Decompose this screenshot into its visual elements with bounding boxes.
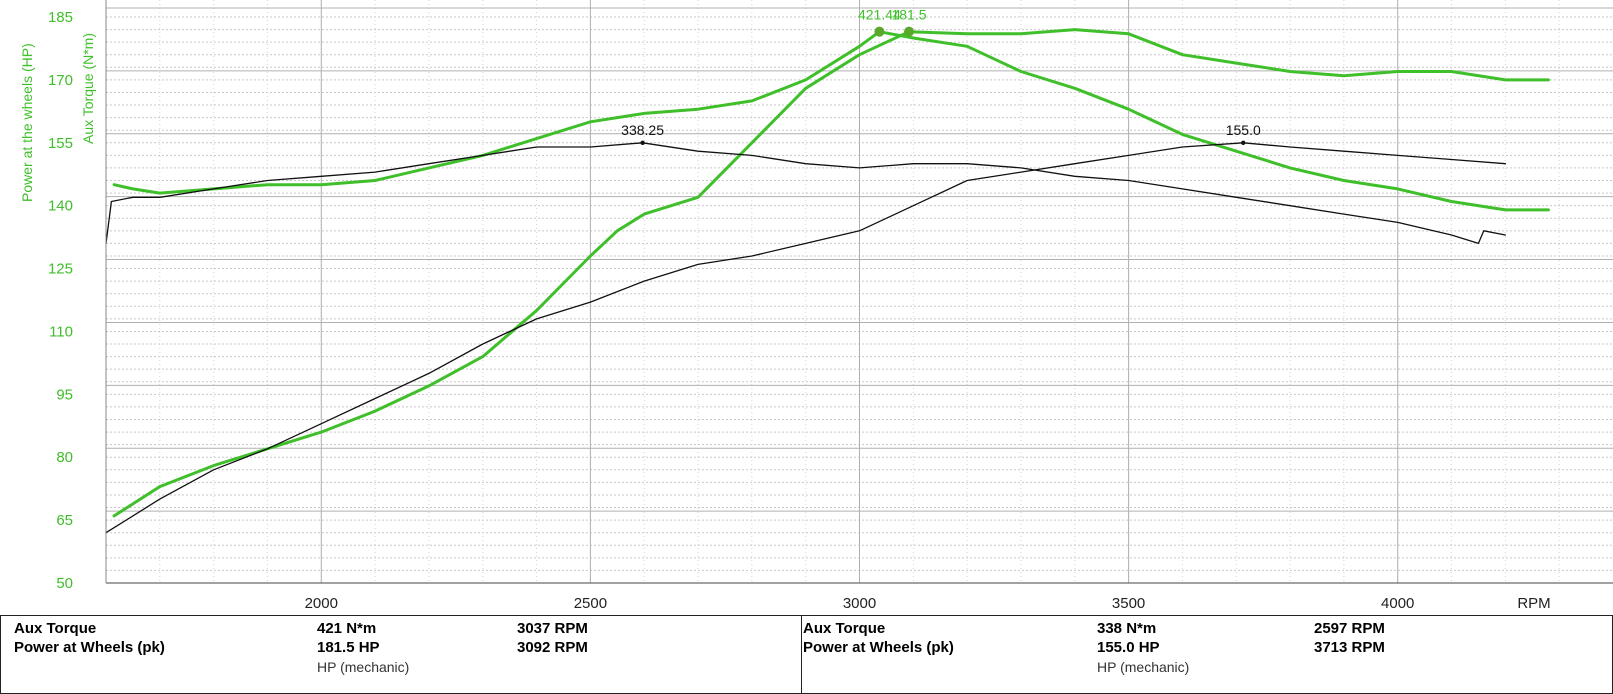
summary-unit: HP (mechanic) (1097, 659, 1190, 675)
y-tick-label: 95 (56, 386, 73, 403)
summary-label: Power at Wheels (pk) (14, 639, 165, 656)
summary-value: 155.0 HP (1097, 639, 1160, 656)
summary-row-power: Power at Wheels (pk) 155.0 HP 3713 RPM (802, 639, 1613, 659)
y-axis-ticks: 50 65 80 95 110 125 140 155 170 185 (48, 9, 73, 592)
summary-row-unit: HP (mechanic) (1, 659, 801, 679)
y-tick-label: 140 (48, 198, 73, 215)
summary-label: Power at Wheels (pk) (803, 639, 954, 656)
y-tick-label: 170 (48, 72, 73, 89)
summary-rpm: 2597 RPM (1314, 620, 1385, 637)
peak-value-label: 155.0 (1226, 122, 1261, 138)
peak-marker (904, 26, 915, 37)
summary-value: 421 N*m (317, 620, 377, 637)
y-axis-title-secondary: Aux Torque (N*m) (80, 33, 96, 144)
summary-row-power: Power at Wheels (pk) 181.5 HP 3092 RPM (1, 639, 801, 659)
summary-left: Aux Torque 421 N*m 3037 RPM Power at Whe… (1, 616, 801, 693)
peak-marker (874, 26, 885, 37)
y-tick-label: 65 (56, 512, 73, 529)
summary-row-aux-torque: Aux Torque 421 N*m 3037 RPM (1, 620, 801, 640)
x-tick-label: 3000 (843, 595, 876, 612)
summary-rpm: 3037 RPM (517, 620, 588, 637)
summary-row-unit: HP (mechanic) (802, 659, 1613, 679)
green-run-curve-1 (112, 28, 1550, 518)
x-tick-label: 2000 (305, 595, 338, 612)
y-axis-title-primary: Power at the wheels (HP) (19, 43, 35, 202)
peak-value-label: 338.25 (621, 122, 664, 138)
peak-value-label: 181.5 (891, 7, 926, 23)
black-run-curve-3 (105, 142, 1507, 534)
green-run-curve-0 (112, 30, 1550, 212)
peak-value-label: 421.44 (858, 7, 901, 23)
peak-marker (640, 140, 645, 145)
dyno-chart-svg: 50 65 80 95 110 125 140 155 170 185 2000 2500 3000 3… (19, 0, 1613, 612)
summary-unit: HP (mechanic) (317, 659, 410, 675)
summary-value: 338 N*m (1097, 620, 1157, 637)
black-run-curve-2 (105, 142, 1507, 245)
dyno-chart: 50 65 80 95 110 125 140 155 170 185 2000 2500 3000 3… (19, 0, 1613, 612)
y-tick-label: 155 (48, 135, 73, 152)
y-tick-label: 185 (48, 9, 73, 26)
summary-row-aux-torque: Aux Torque 338 N*m 2597 RPM (802, 620, 1613, 640)
summary-label: Aux Torque (803, 620, 886, 637)
x-tick-label: 2500 (574, 595, 607, 612)
summary-value: 181.5 HP (317, 639, 380, 656)
summary-right: Aux Torque 338 N*m 2597 RPM Power at Whe… (801, 616, 1613, 693)
peak-marker (1241, 140, 1246, 145)
curves (105, 28, 1550, 534)
summary-rpm: 3713 RPM (1314, 639, 1385, 656)
y-tick-label: 125 (48, 261, 73, 278)
major-grid (106, 0, 1613, 583)
y-tick-label: 80 (56, 449, 73, 466)
x-axis-unit-label: RPM (1517, 595, 1550, 612)
x-tick-label: 3500 (1112, 595, 1145, 612)
x-axis-ticks: 2000 2500 3000 3500 4000 (305, 595, 1415, 612)
summary-label: Aux Torque (14, 620, 97, 637)
x-tick-label: 4000 (1381, 595, 1414, 612)
summary-table: Aux Torque 421 N*m 3037 RPM Power at Whe… (0, 615, 1613, 694)
summary-rpm: 3092 RPM (517, 639, 588, 656)
y-tick-label: 110 (49, 323, 73, 340)
y-tick-label: 50 (56, 575, 73, 592)
